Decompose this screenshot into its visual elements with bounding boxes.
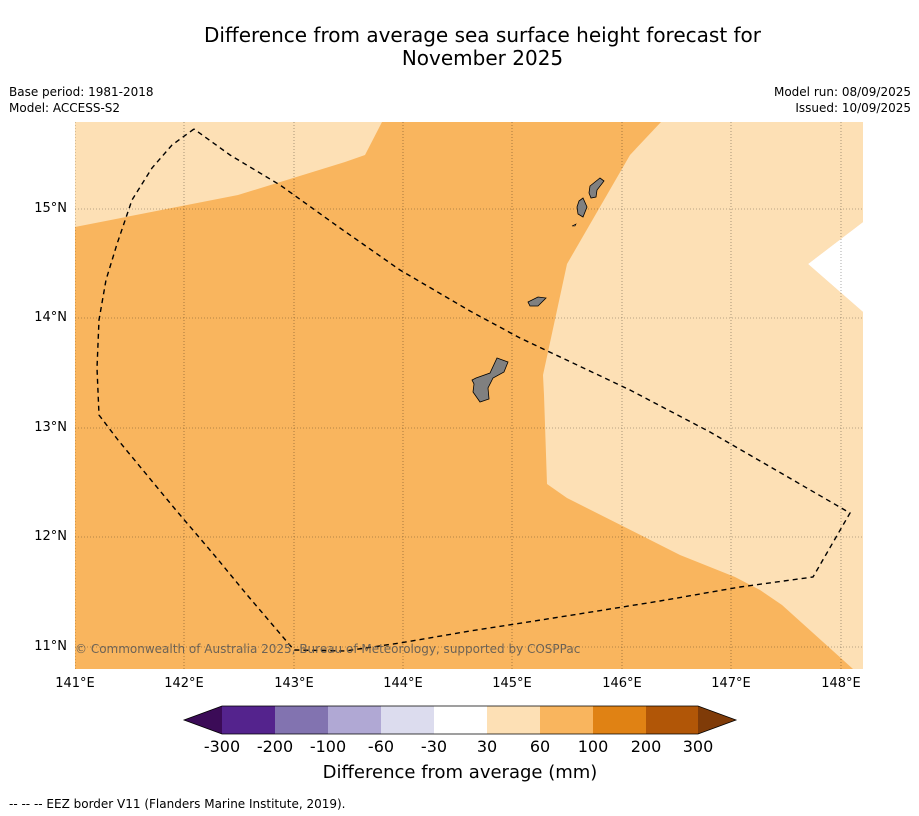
colorbar-tick-10: 300 — [682, 737, 714, 756]
graticule — [75, 122, 863, 669]
saipan-island — [588, 177, 605, 199]
colorbar-segment-6 — [487, 706, 540, 734]
colorbar-segment-7 — [540, 706, 593, 734]
guam-island — [471, 357, 509, 403]
eez-border — [96, 128, 851, 652]
meta-right: Model run: 08/09/2025 Issued: 10/09/2025 — [774, 84, 911, 116]
tinian-island — [576, 197, 588, 218]
lon-label-146e: 146°E — [602, 676, 642, 691]
colorbar-segment-3 — [328, 706, 381, 734]
lat-label-12n: 12°N — [34, 529, 67, 544]
colorbar-segment-1 — [222, 706, 275, 734]
colorbar-tick-5: -30 — [420, 737, 448, 756]
copyright-notice: © Commonwealth of Australia 2025, Bureau… — [75, 642, 581, 656]
map-zone-30-60-east — [543, 122, 863, 669]
map-zone-below-30 — [808, 222, 863, 312]
lon-label-145e: 145°E — [492, 676, 532, 691]
colorbar-tick-6: 30 — [476, 737, 498, 756]
colorbar-tick-3: -100 — [309, 737, 347, 756]
colorbar-outline — [182, 705, 738, 735]
colorbar — [182, 705, 738, 735]
lon-label-142e: 142°E — [164, 676, 204, 691]
lon-label-141e: 141°E — [55, 676, 95, 691]
lon-label-147e: 147°E — [711, 676, 751, 691]
colorbar-segment-5 — [434, 706, 487, 734]
model-run: Model run: 08/09/2025 — [773, 85, 911, 99]
meta-left: Base period: 1981-2018 Model: ACCESS-S2 — [9, 84, 154, 116]
lat-label-14n: 14°N — [34, 310, 67, 325]
colorbar-label: Difference from average (mm) — [322, 762, 598, 783]
colorbar-tick-4: -60 — [367, 737, 395, 756]
colorbar-tick-8: 100 — [577, 737, 609, 756]
map-title: Difference from average sea surface heig… — [140, 24, 825, 70]
lat-label-15n: 15°N — [34, 201, 67, 216]
model-name: Model: ACCESS-S2 — [9, 101, 121, 115]
colorbar-segment-2 — [275, 706, 328, 734]
map-title-line1: Difference from average sea surface heig… — [203, 23, 762, 47]
aguijan-island — [571, 223, 577, 227]
issued-date: Issued: 10/09/2025 — [795, 101, 911, 115]
lon-label-144e: 144°E — [383, 676, 423, 691]
colorbar-segment-8 — [593, 706, 646, 734]
eez-legend-footer: -- -- -- EEZ border V11 (Flanders Marine… — [9, 797, 346, 811]
lon-label-148e: 148°E — [821, 676, 861, 691]
lat-label-11n: 11°N — [34, 639, 67, 654]
colorbar-tick-2: -200 — [256, 737, 294, 756]
base-period: Base period: 1981-2018 — [9, 85, 154, 99]
rota-island — [527, 296, 547, 307]
colorbar-segment-4 — [381, 706, 434, 734]
map-title-line2: November 2025 — [401, 46, 564, 70]
colorbar-tick-7: 60 — [529, 737, 551, 756]
map-zone-30-60-northwest — [75, 122, 382, 227]
colorbar-tick-1: -300 — [203, 737, 241, 756]
lat-label-13n: 13°N — [34, 420, 67, 435]
colorbar-tick-9: 200 — [630, 737, 662, 756]
colorbar-extend-high — [698, 706, 736, 734]
lon-label-143e: 143°E — [274, 676, 314, 691]
colorbar-segment-9 — [646, 706, 698, 734]
colorbar-extend-low — [184, 706, 222, 734]
